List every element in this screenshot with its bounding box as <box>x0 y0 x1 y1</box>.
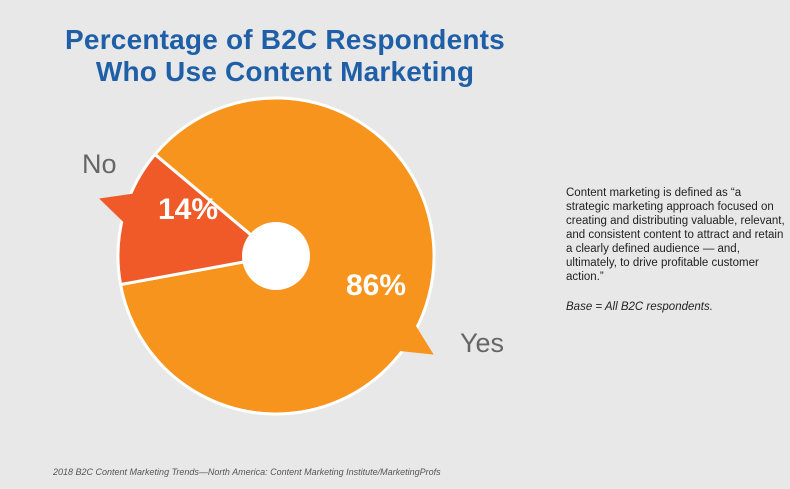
chart-title-line-2: Who Use Content Marketing <box>95 56 475 87</box>
yes-callout-pointer <box>397 323 434 355</box>
base-note: Base = All B2C respondents. <box>566 301 713 313</box>
pie-labels: 14% 86% No Yes <box>82 149 504 358</box>
no-category-label: No <box>82 149 117 179</box>
no-percentage-label: 14% <box>158 193 218 226</box>
chart-title: Percentage of B2C Respondents Who Use Co… <box>40 24 530 88</box>
yes-percentage-label: 86% <box>346 269 406 302</box>
no-callout-pointer <box>99 193 136 224</box>
yes-category-label: Yes <box>460 328 504 358</box>
definition-note: Content marketing is defined as “a strat… <box>566 187 785 283</box>
source-citation: 2018 B2C Content Marketing Trends—North … <box>53 467 441 477</box>
chart-title-line-1: Percentage of B2C Respondents <box>65 24 505 55</box>
pie-center-hole <box>242 222 310 290</box>
